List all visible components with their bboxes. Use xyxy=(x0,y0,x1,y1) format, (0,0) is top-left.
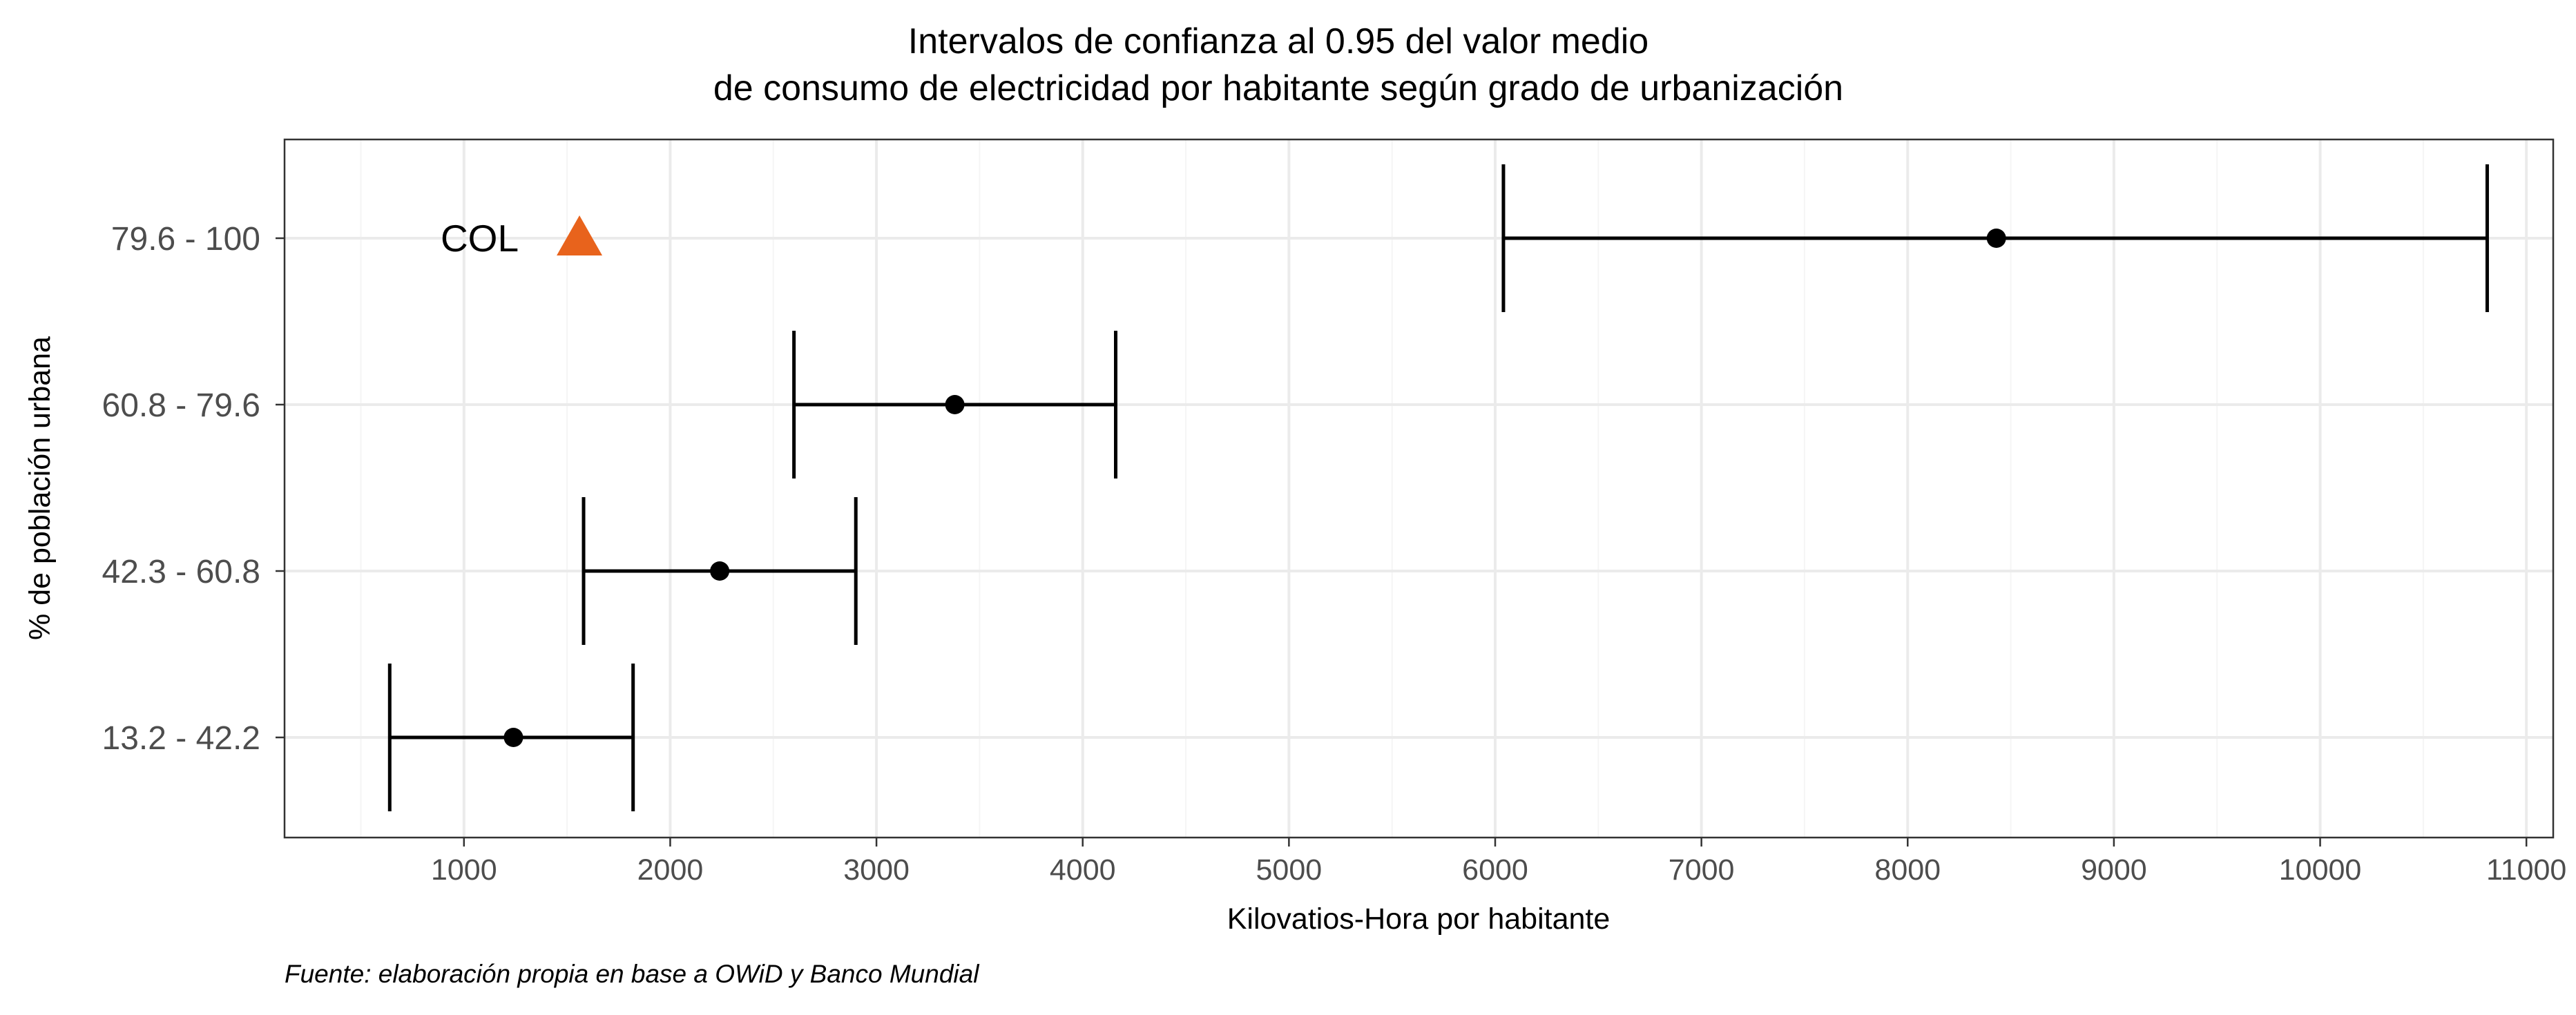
x-tick-label: 9000 xyxy=(2081,853,2147,887)
x-tick-label: 3000 xyxy=(843,853,910,887)
x-tick-label: 5000 xyxy=(1256,853,1323,887)
col-triangle-marker xyxy=(557,215,603,255)
x-tick-label: 10000 xyxy=(2279,853,2362,887)
chart-title: Intervalos de confianza al 0.95 del valo… xyxy=(908,21,1649,61)
mean-point xyxy=(503,728,523,747)
col-annotation-label: COL xyxy=(441,217,519,260)
panel-border xyxy=(283,138,2555,839)
axes-layer: 1000 2000 3000 4000 5000 6000 7000 8000 9000 1000… xyxy=(102,221,2567,887)
x-tick-label: 11000 xyxy=(2486,853,2566,887)
panel-background xyxy=(285,139,2553,838)
mean-point xyxy=(1986,229,2006,248)
mean-point xyxy=(945,395,965,414)
x-tick-label: 6000 xyxy=(1462,853,1528,887)
y-axis-title: % de población urbana xyxy=(23,336,57,640)
x-tick-label: 2000 xyxy=(637,853,704,887)
y-tick-label: 60.8 - 79.6 xyxy=(102,387,261,424)
x-axis-title: Kilovatios-Hora por habitante xyxy=(1227,902,1611,936)
grid-layer xyxy=(285,139,2553,838)
chart-subtitle: de consumo de electricidad por habitante… xyxy=(713,68,1843,108)
mean-point xyxy=(710,561,730,581)
y-tick-label: 13.2 - 42.2 xyxy=(102,720,261,757)
x-tick-label: 1000 xyxy=(431,853,497,887)
x-tick-label: 7000 xyxy=(1669,853,1735,887)
chart-caption: Fuente: elaboración propia en base a OWi… xyxy=(285,960,980,988)
x-tick-label: 8000 xyxy=(1874,853,1941,887)
y-tick-label: 79.6 - 100 xyxy=(111,221,260,258)
y-tick-label: 42.3 - 60.8 xyxy=(102,554,261,590)
x-tick-label: 4000 xyxy=(1050,853,1116,887)
marks-layer: COL xyxy=(387,164,2489,811)
